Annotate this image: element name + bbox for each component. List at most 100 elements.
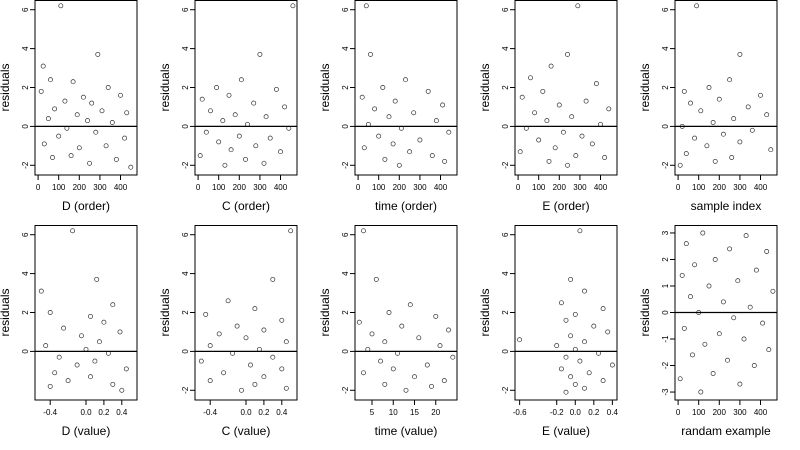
- scatter-point: [716, 331, 722, 337]
- scatter-point: [517, 337, 523, 343]
- scatter-point: [225, 298, 231, 304]
- scatter-point: [68, 153, 74, 159]
- scatter-point: [582, 288, 587, 294]
- scatter-point: [105, 85, 111, 90]
- scatter-point: [208, 108, 213, 114]
- scatter-point: [568, 333, 574, 339]
- x-tick-label: 0.2: [258, 408, 270, 417]
- scatter-point: [216, 139, 222, 145]
- scatter-point: [270, 276, 276, 282]
- panel-5: 0 100 200 300 400 -2 0 2 4 6 sample index residuals: [638, 0, 778, 213]
- scatter-point: [50, 155, 55, 160]
- scatter-point: [378, 358, 383, 364]
- y-tick-label: 2: [501, 310, 510, 315]
- plot-frame: [34, 225, 138, 401]
- x-tick-label: 300: [573, 183, 587, 192]
- scatter-point: [694, 3, 700, 9]
- x-tick-label: 0: [196, 183, 201, 192]
- scatter-point: [737, 139, 743, 145]
- scatter-point: [390, 141, 396, 147]
- x-axis-label: time (value): [375, 424, 438, 438]
- scatter-point: [572, 311, 578, 317]
- plot-frame: [514, 0, 618, 176]
- y-tick-label: 4: [21, 46, 30, 51]
- scatter-point: [270, 354, 276, 360]
- scatter-point: [552, 145, 558, 151]
- y-tick-label: -2: [661, 161, 670, 169]
- x-tick-label: 400: [274, 183, 288, 192]
- x-tick-label: -0.6: [513, 408, 527, 417]
- scatter-point: [677, 376, 683, 382]
- scatter-point: [283, 385, 289, 391]
- x-axis-label: time (order): [375, 199, 437, 213]
- x-tick-label: 0.4: [276, 408, 288, 417]
- scatter-point: [688, 100, 693, 106]
- scatter-point: [93, 129, 99, 135]
- scatter-point: [94, 276, 100, 282]
- scatter-point: [677, 162, 683, 168]
- panel-3: 0 100 200 300 400 -2 0 2 4 6 time (order) residuals: [318, 0, 458, 213]
- y-tick-label: 6: [181, 232, 190, 237]
- y-tick-label: 2: [501, 85, 510, 90]
- y-tick-label: 0: [501, 124, 510, 129]
- scatter-point: [731, 315, 737, 321]
- scatter-point: [252, 306, 258, 312]
- scatter-point: [764, 249, 770, 254]
- scatter-point: [433, 313, 439, 319]
- scatter-point: [698, 108, 704, 114]
- scatter-point: [433, 118, 439, 124]
- scatter-point: [113, 156, 119, 162]
- scatter-point: [290, 3, 296, 9]
- scatter-point: [372, 106, 378, 112]
- panel-9: -0.6 -0.2 0.0 0.2 0.4 -2 0 2 4 6 E (value) residual…: [478, 225, 618, 438]
- scatter-point: [382, 339, 388, 345]
- scatter-point: [441, 378, 447, 384]
- x-tick-label: 0.0: [80, 408, 92, 417]
- scatter-point: [236, 133, 242, 139]
- x-tick-label: 300: [93, 183, 107, 192]
- y-tick-label: -3: [661, 388, 670, 396]
- x-tick-label: -0.4: [203, 408, 217, 417]
- scatter-point: [38, 288, 44, 294]
- scatter-point: [47, 383, 53, 389]
- y-tick-label: 0: [181, 124, 190, 129]
- scatter-point: [407, 302, 413, 308]
- scatter-point: [605, 329, 611, 335]
- scatter-point: [688, 294, 693, 300]
- scatter-point: [119, 387, 125, 393]
- scatter-point: [38, 88, 44, 94]
- scatter-point: [429, 383, 434, 389]
- scatter-point: [232, 112, 238, 118]
- scatter-point: [74, 112, 80, 118]
- y-tick-label: 6: [501, 7, 510, 12]
- panel-10: 0 100 200 300 400 -3 -2 -1 0 1 2 3 randam example res…: [638, 225, 778, 438]
- scatter-point: [279, 317, 285, 323]
- y-tick-label: 2: [181, 310, 190, 315]
- scatter-point: [403, 387, 409, 393]
- scatter-point: [248, 362, 253, 368]
- scatter-point: [679, 272, 685, 278]
- scatter-point: [572, 381, 578, 387]
- scatter-point: [220, 118, 226, 124]
- scatter-point: [96, 339, 102, 345]
- scatter-point: [251, 100, 257, 106]
- x-tick-label: 0.0: [240, 408, 252, 417]
- x-tick-label: 400: [114, 183, 128, 192]
- scatter-point: [446, 327, 451, 333]
- y-tick-label: 6: [341, 232, 350, 237]
- scatter-point: [283, 339, 289, 345]
- scatter-point: [87, 160, 93, 166]
- scatter-point: [243, 156, 248, 162]
- x-tick-label: 200: [713, 183, 727, 192]
- scatter-point: [252, 381, 258, 387]
- x-tick-label: 0: [356, 183, 361, 192]
- scatter-point: [554, 343, 560, 349]
- scatter-point: [80, 94, 86, 100]
- scatter-point: [716, 96, 722, 102]
- scatter-point: [368, 51, 373, 57]
- scatter-point: [609, 362, 615, 368]
- y-axis-label: residuals: [478, 63, 492, 111]
- y-tick-label: -1: [661, 335, 670, 343]
- scatter-point: [279, 366, 285, 372]
